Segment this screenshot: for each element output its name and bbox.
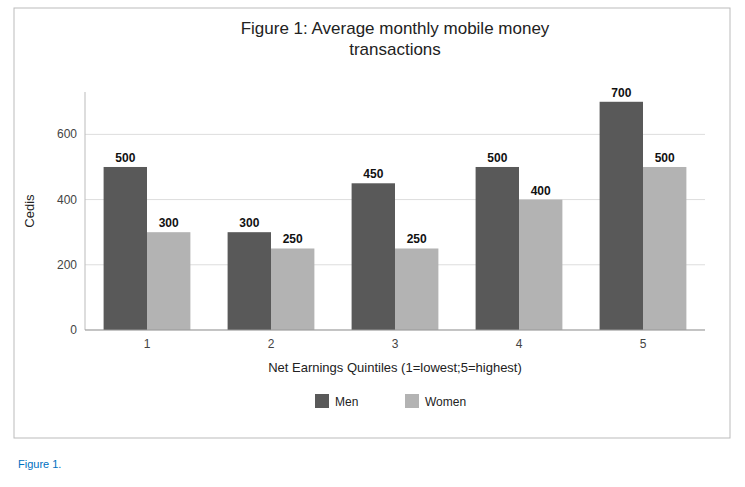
legend-label: Men [335,395,358,409]
data-label: 500 [115,151,135,165]
bar [147,232,190,330]
y-tick-label: 200 [57,258,77,272]
data-label: 300 [239,216,259,230]
border [14,8,730,438]
data-label: 500 [655,151,675,165]
data-label: 300 [159,216,179,230]
data-label: 250 [283,232,303,246]
bar [271,248,314,330]
legend-swatch [405,394,419,408]
bar [519,200,562,330]
y-tick-label: 600 [57,127,77,141]
title-line: transactions [349,40,441,59]
data-label: 400 [531,184,551,198]
x-tick-label: 4 [516,337,523,351]
bars [104,102,687,330]
legend-label: Women [425,395,466,409]
x-tick-label: 3 [392,337,399,351]
bar [643,167,686,330]
y-tick-label: 0 [70,323,77,337]
bar [228,232,271,330]
x-axis-label: Net Earnings Quintiles (1=lowest;5=highe… [268,360,522,375]
bar [476,167,519,330]
grid-line [85,330,705,331]
legend-swatch [315,394,329,408]
bar [352,183,395,330]
chart-container: Figure 1: Average monthly mobile money tr… [0,0,745,487]
bar [395,248,438,330]
y-axis-line [85,92,86,330]
chart-svg: Figure 1: Average monthly mobile money tr… [0,0,745,487]
bar [600,102,643,330]
legend: Men Women [315,394,466,409]
page: {"chart_data": {"type": "bar", "title": … [0,0,745,487]
y-axis-label: Cedis [22,194,37,228]
data-label: 250 [407,232,427,246]
data-label: 500 [487,151,507,165]
data-label: 450 [363,167,383,181]
data-label: 700 [611,86,631,100]
x-axis-line [85,330,705,331]
bar [104,167,147,330]
data-labels: 500 300 450 500 700 300 250 250 400 500 [115,86,675,247]
title-line: Figure 1: Average monthly mobile money [241,19,550,38]
title: Figure 1: Average monthly mobile money tr… [241,19,550,59]
x-tick-label: 2 [268,337,275,351]
x-tick-label: 1 [144,337,151,351]
footer: Figure 1. [18,458,61,470]
y-tick-label: 400 [57,193,77,207]
x-tick-label: 5 [640,337,647,351]
